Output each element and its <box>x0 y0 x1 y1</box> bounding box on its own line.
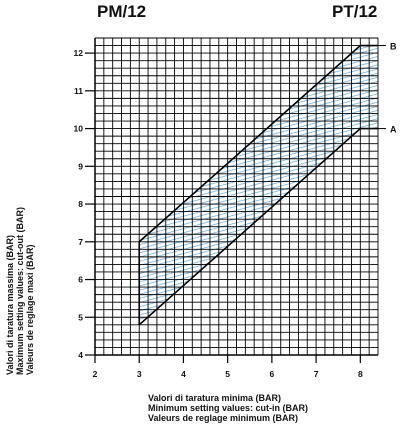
y-tick-label: 9 <box>78 161 83 171</box>
y-axis-label-line: Valeurs de reglage maxi (BAR) <box>25 244 35 375</box>
y-tick-label: 6 <box>78 275 83 285</box>
band-area <box>139 45 378 325</box>
chart-title-right: PT/12 <box>332 2 378 21</box>
y-tick-label: 4 <box>78 350 83 360</box>
series-line-b <box>138 44 378 243</box>
y-tick-label: 10 <box>74 124 84 134</box>
x-tick-label: 4 <box>181 369 186 379</box>
series-label: B <box>390 42 397 52</box>
series-label: A <box>390 125 397 135</box>
x-tick-label: 3 <box>137 369 142 379</box>
x-tick-label: 5 <box>225 369 230 379</box>
x-tick-label: 7 <box>314 369 319 379</box>
x-axis-label: Valori di taratura minima (BAR) Minimum … <box>148 393 308 423</box>
x-axis-label-line: Valeurs de reglage minimum (BAR) <box>148 413 299 423</box>
x-axis-label-line: Minimum setting values: cut-in (BAR) <box>148 403 309 413</box>
y-tick-label: 8 <box>78 199 83 209</box>
x-tick-label: 6 <box>270 369 275 379</box>
y-tick-label: 11 <box>74 86 83 96</box>
y-axis-label-line: Maximum setting values: cut-out (BAR) <box>15 206 25 375</box>
y-tick-label: 7 <box>78 237 83 247</box>
x-tick-label: 8 <box>358 369 363 379</box>
y-axis-label: Valori di taratura massima (BAR) Maximum… <box>5 200 45 375</box>
x-axis-label-line: Valori di taratura minima (BAR) <box>148 393 282 403</box>
y-tick-label: 5 <box>78 312 83 322</box>
chart-title-left: PM/12 <box>97 2 147 21</box>
x-tick-label: 2 <box>93 369 98 379</box>
y-tick-label: 12 <box>74 48 84 58</box>
y-axis-label-line: Valori di taratura massima (BAR) <box>5 234 15 375</box>
series-line-a <box>138 127 378 326</box>
